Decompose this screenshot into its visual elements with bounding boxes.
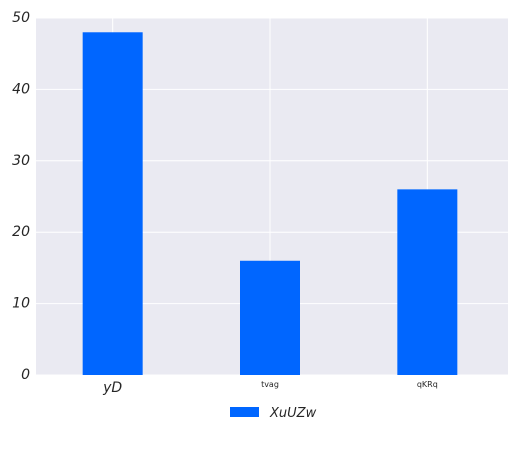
y-tick-label: 40 (12, 81, 30, 97)
y-axis-ticks: 0 10 20 30 40 50 (12, 10, 30, 383)
x-axis-ticks: yD tvag qKRq (102, 380, 438, 396)
bar-qKRq (397, 189, 458, 375)
bars (82, 32, 458, 375)
y-tick-label: 0 (21, 367, 30, 383)
legend-swatch (230, 407, 259, 417)
bar-tvag (240, 260, 300, 375)
y-tick-label: 50 (12, 10, 30, 26)
x-tick-label: tvag (261, 380, 279, 389)
y-tick-label: 30 (12, 153, 30, 169)
y-tick-label: 20 (12, 224, 30, 240)
legend-label: XuUZw (269, 406, 317, 421)
x-tick-label: yD (102, 380, 122, 396)
bar-yD (82, 32, 143, 375)
legend: XuUZw (230, 406, 317, 421)
x-tick-label: qKRq (417, 380, 438, 389)
y-tick-label: 10 (12, 296, 30, 312)
